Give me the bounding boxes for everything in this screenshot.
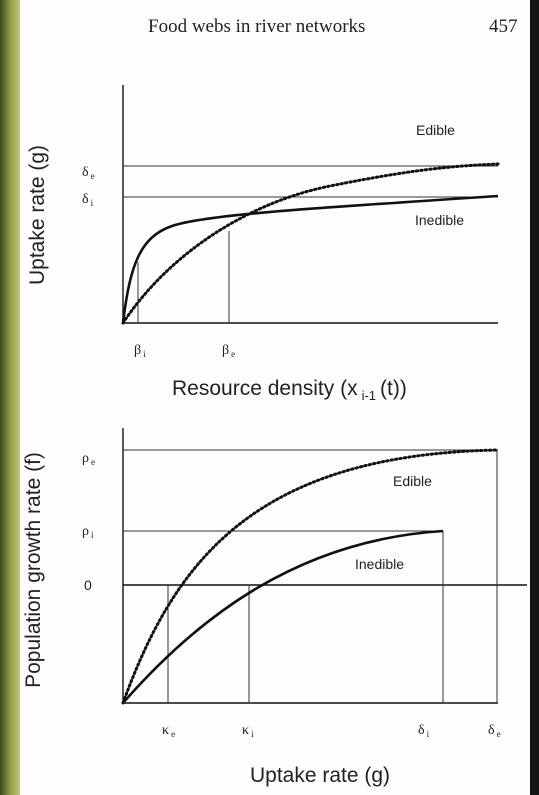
edible-curve [121,448,499,705]
y-tick-label: 0 [84,577,92,593]
x-axis-label: Resource density (x i-1 (t)) [172,377,407,403]
page-sheet [20,0,530,795]
curve-label: Edible [416,122,455,138]
inedible-curve [121,194,499,324]
y-axis-label: Uptake rate (g) [26,145,49,285]
curve-label: Inedible [415,212,464,228]
running-title: Food webs in river networks [148,16,365,37]
y-axis-label: Population growth rate (f) [22,452,45,688]
edible-curve [121,162,500,325]
photo-edge [0,0,22,795]
page-number: 457 [489,16,518,37]
x-axis-label: Uptake rate (g) [250,764,390,787]
curve-label: Inedible [355,556,404,572]
curve-label: Edible [393,473,432,489]
inedible-curve [122,529,444,704]
